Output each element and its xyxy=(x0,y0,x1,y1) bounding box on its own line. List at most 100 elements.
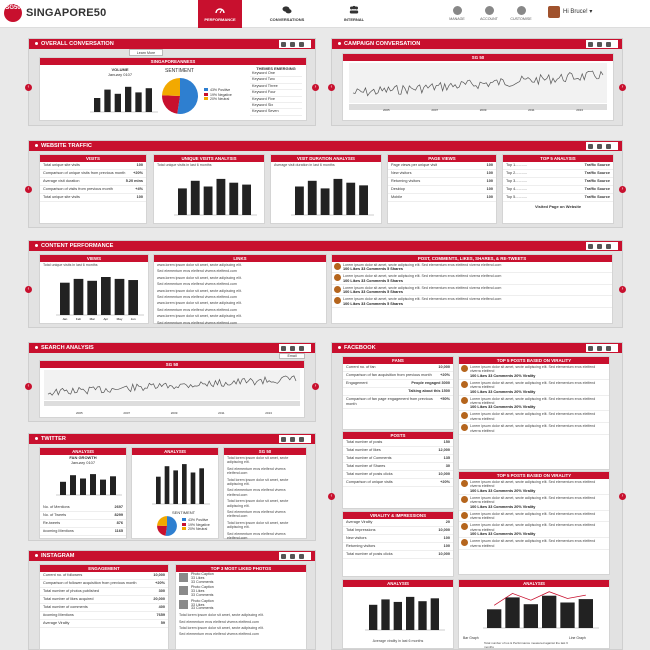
panel-title: SEARCH ANALYSIS xyxy=(41,345,94,351)
top-photo-item[interactable]: Photo Caption 33 Likes 33 Comments xyxy=(176,572,306,585)
gear-icon[interactable] xyxy=(606,243,611,249)
prev-arrow-icon[interactable]: ‹ xyxy=(328,493,335,500)
tab-conversations[interactable]: CONVERSATIONS xyxy=(264,0,310,28)
theme-keyword[interactable]: Keyword One xyxy=(250,71,302,78)
manage-button[interactable]: MANAGE xyxy=(446,6,468,21)
gear-icon[interactable] xyxy=(299,345,304,351)
theme-keyword[interactable]: Keyword Five xyxy=(250,97,302,104)
next-arrow-icon[interactable]: › xyxy=(312,84,319,91)
gear-icon[interactable] xyxy=(606,41,611,47)
pie-slice xyxy=(177,78,199,114)
avatar[interactable] xyxy=(548,6,560,18)
prev-arrow-icon[interactable]: ‹ xyxy=(25,383,32,390)
share-icon[interactable] xyxy=(597,345,602,351)
bar xyxy=(216,178,226,215)
panel-title: OVERALL CONVERSATION xyxy=(41,41,114,47)
top5-row[interactable]: Top 5........... Traffic Source xyxy=(503,194,613,202)
post-item[interactable]: Lorem ipsum dolor sit amet, secte adipis… xyxy=(459,511,609,523)
download-icon[interactable] xyxy=(588,41,593,47)
top-photo-item[interactable]: Photo Caption 33 Likes 33 Comments xyxy=(176,585,306,598)
panel-tools xyxy=(279,344,311,352)
post-item[interactable]: Lorem ipsum dolor sit amet, secte adipis… xyxy=(459,423,609,436)
share-icon[interactable] xyxy=(290,553,295,559)
gear-icon[interactable] xyxy=(606,143,611,149)
gear-icon[interactable] xyxy=(299,553,304,559)
download-icon[interactable] xyxy=(281,553,286,559)
learn-more-button[interactable]: Learn More xyxy=(129,49,163,56)
post-thumbnail xyxy=(461,523,468,531)
post-item[interactable]: Lorem ipsum dolor sit amet, secte adipis… xyxy=(459,411,609,424)
theme-keyword[interactable]: Keyword Two xyxy=(250,77,302,84)
prev-arrow-icon[interactable]: ‹ xyxy=(25,286,32,293)
text-line: Sed elementum eros eleifend viverra elei… xyxy=(179,632,259,637)
next-arrow-icon[interactable]: › xyxy=(619,84,626,91)
user-menu[interactable]: Hi Bruce! ▾ xyxy=(563,8,592,15)
bar xyxy=(145,88,152,112)
post-item[interactable]: Lorem ipsum dolor sit amet, secte adipis… xyxy=(459,495,609,511)
app-logo-text[interactable]: SINGAPORE50 xyxy=(26,7,107,19)
stat-value: 100 xyxy=(486,163,493,167)
theme-keyword[interactable]: Keyword Seven xyxy=(250,109,302,116)
share-icon[interactable] xyxy=(597,243,602,249)
download-icon[interactable] xyxy=(281,41,286,47)
fb-analysis1-head: ANALYSIS xyxy=(343,580,453,587)
legend-item: 43% Positive xyxy=(204,88,238,93)
download-icon[interactable] xyxy=(281,345,286,351)
next-arrow-icon[interactable]: › xyxy=(619,286,626,293)
bar xyxy=(114,278,125,315)
prev-arrow-icon[interactable]: ‹ xyxy=(25,186,32,193)
stat-row: Current no. of followers 10,000 xyxy=(40,572,168,580)
post-item[interactable]: Lorem ipsum dolor sit amet, secte adipis… xyxy=(459,538,609,551)
next-arrow-icon[interactable]: › xyxy=(619,186,626,193)
post-item[interactable]: Lorem ipsum dolor sit amet, secte adipis… xyxy=(459,522,609,539)
post-item[interactable]: Lorem ipsum dolor sit amet, secte adipis… xyxy=(332,285,612,297)
post-item[interactable]: Lorem ipsum dolor sit amet, secte adipis… xyxy=(332,296,612,308)
tab-internal[interactable]: INTERNAL xyxy=(334,0,374,28)
post-item[interactable]: Lorem ipsum dolor sit amet, secte adipis… xyxy=(459,479,609,495)
x-tick-label: 2009 xyxy=(479,108,487,112)
top-photo-item[interactable]: Photo Caption 33 Likes 33 Comments xyxy=(176,599,306,612)
next-arrow-icon[interactable]: › xyxy=(312,383,319,390)
top5-row[interactable]: Top 2........... Traffic Source xyxy=(503,170,613,178)
bar xyxy=(229,182,239,215)
theme-keyword[interactable]: Keyword Three xyxy=(250,84,302,91)
prev-arrow-icon[interactable]: ‹ xyxy=(328,84,335,91)
email-button[interactable]: Email xyxy=(279,353,305,359)
gear-icon[interactable] xyxy=(299,436,304,442)
theme-keyword[interactable]: Keyword Four xyxy=(250,90,302,97)
gear-icon[interactable] xyxy=(299,41,304,47)
post-item[interactable]: Lorem ipsum dolor sit amet, secte adipis… xyxy=(459,364,609,380)
theme-keyword[interactable]: Keyword Six xyxy=(250,103,302,110)
visit-duration-head: VISIT DURATION ANALYSIS xyxy=(271,155,381,162)
share-icon[interactable] xyxy=(290,436,295,442)
post-stats: 100 Likes 33 Comments 20% Virality xyxy=(470,373,536,378)
download-icon[interactable] xyxy=(588,243,593,249)
post-item[interactable]: Lorem ipsum dolor sit amet, secte adipis… xyxy=(332,262,612,274)
share-icon[interactable] xyxy=(597,41,602,47)
gear-icon[interactable] xyxy=(606,345,611,351)
customise-button[interactable]: CUSTOMISE xyxy=(510,6,532,21)
sg50-logo-badge[interactable]: SG50 xyxy=(4,4,22,22)
prev-arrow-icon[interactable]: ‹ xyxy=(25,84,32,91)
download-icon[interactable] xyxy=(588,143,593,149)
download-icon[interactable] xyxy=(588,345,593,351)
share-icon[interactable] xyxy=(597,143,602,149)
tab-performance[interactable]: PERFORMANCE xyxy=(198,0,242,28)
share-icon[interactable] xyxy=(290,41,295,47)
visit-duration-caption: Average visit duration in last 6 months xyxy=(274,163,335,167)
next-arrow-icon[interactable]: › xyxy=(619,493,626,500)
top5-row[interactable]: Top 4........... Traffic Source xyxy=(503,186,613,194)
stat-label: New visitors xyxy=(391,171,412,175)
post-item[interactable]: Lorem ipsum dolor sit amet, secte adipis… xyxy=(332,273,612,285)
top5-row[interactable]: Top 1........... Traffic Source xyxy=(503,162,613,170)
download-icon[interactable] xyxy=(281,436,286,442)
share-icon[interactable] xyxy=(290,345,295,351)
bar xyxy=(307,180,317,215)
top5-row[interactable]: Top 3........... Traffic Source xyxy=(503,178,613,186)
post-item[interactable]: Lorem ipsum dolor sit amet, secte adipis… xyxy=(459,380,609,396)
x-tick-label: Apr xyxy=(103,317,108,321)
account-button[interactable]: ACCOUNT xyxy=(478,6,500,21)
stat-value: 10,000 xyxy=(153,573,165,577)
post-item[interactable]: Lorem ipsum dolor sit amet, secte adipis… xyxy=(459,396,609,412)
text-line: www.lorem ipsum dolor sit amet, secte ad… xyxy=(157,263,242,267)
